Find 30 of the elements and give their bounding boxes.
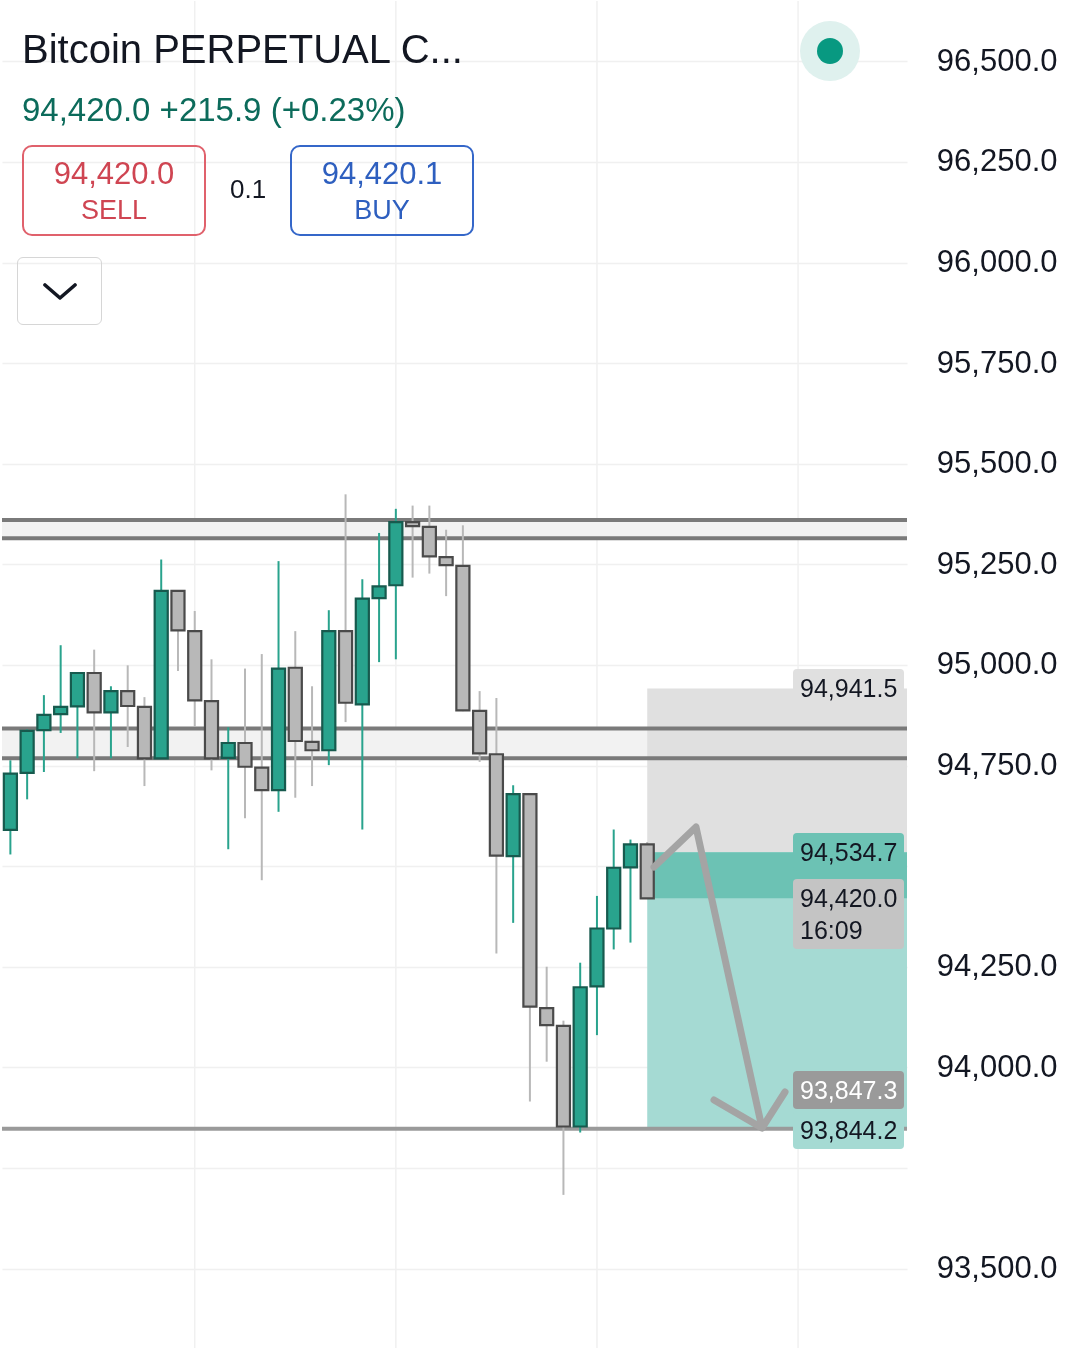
band-label: 94,534.7 [793,833,905,872]
text: Bitcoin PERPETUAL C... [22,26,463,73]
y-tick-label: 96,500.0 [936,42,1058,78]
candlestick [120,664,136,749]
annotation: BUY [354,193,410,227]
band-label: 93,844.2 [793,1111,905,1150]
y-tick-label: 95,750.0 [936,344,1058,380]
ref-line-label: 93,847.3 [793,1071,905,1110]
candlestick [622,838,639,944]
y-tick-label: 96,250.0 [936,143,1058,179]
y-tick-label: 96,000.0 [936,244,1058,280]
y-tick-label: 94,250.0 [936,948,1058,984]
annotation: SELL [80,193,148,227]
y-tick-label: 94,750.0 [936,747,1058,783]
y-tick-label: 95,250.0 [936,545,1058,581]
y-tick-label: 94,000.0 [936,1048,1058,1084]
annotation: 0.1 [230,173,267,206]
annotation: 94,420.0 [53,154,175,193]
y-tick-label: 95,500.0 [936,445,1058,481]
candlestick [103,685,119,760]
text: 94,420.0 +215.9 (+0.23%) [22,90,406,130]
y-tick-label: 93,500.0 [936,1250,1058,1286]
order-button: 94,420.0 SELL [22,145,206,236]
annotation: 94,420.0 16:09 [793,879,905,950]
order-button: 94,420.1 BUY [290,145,474,236]
band-label: 94,941.5 [793,669,905,708]
y-tick-label: 95,000.0 [936,646,1058,682]
candlestick [404,504,421,579]
candlestick [220,726,236,851]
annotation: 94,420.1 [321,154,443,193]
